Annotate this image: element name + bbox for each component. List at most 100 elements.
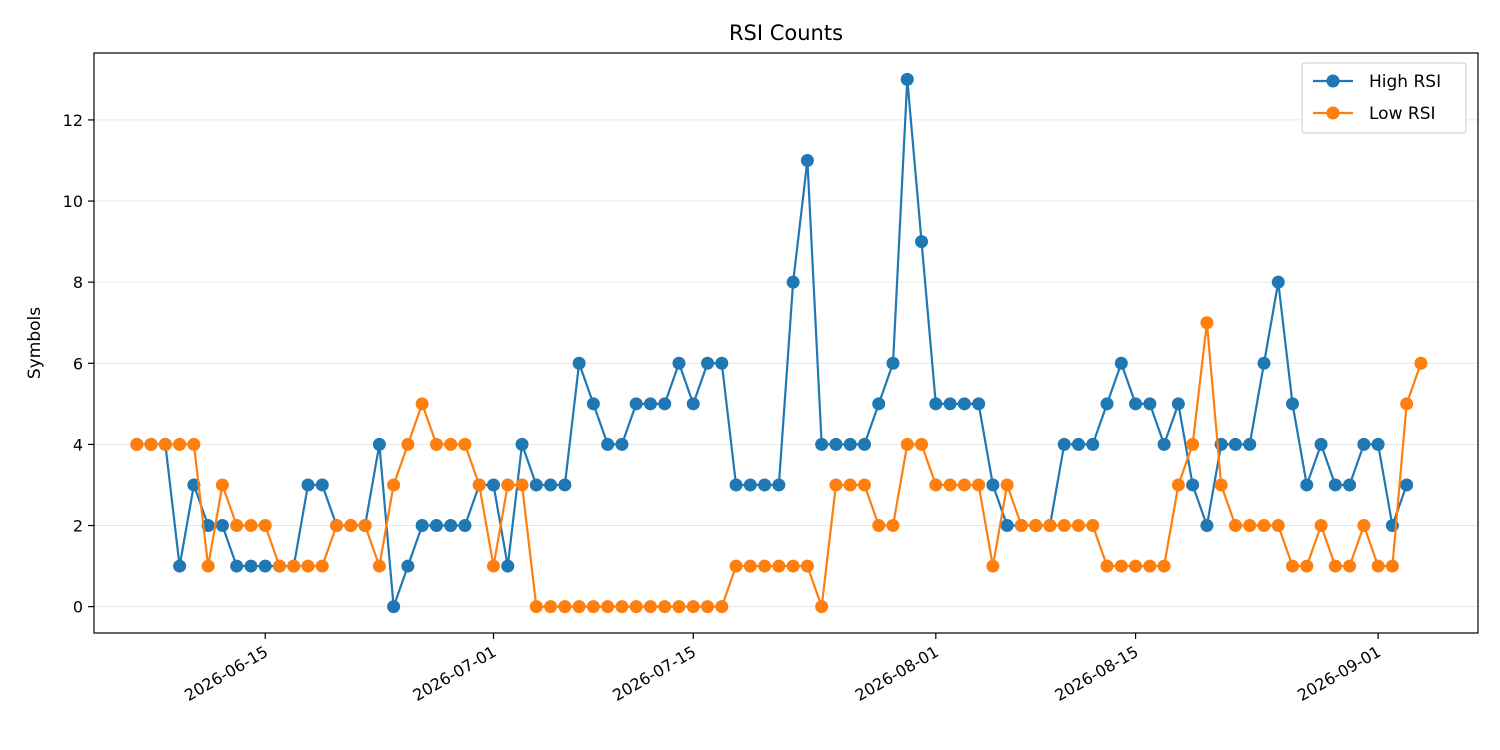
low-rsi-point (144, 437, 158, 451)
high-rsi-point (1157, 437, 1171, 451)
low-rsi-point (772, 559, 786, 573)
high-rsi-point (529, 478, 543, 492)
high-rsi-point (201, 519, 215, 533)
low-rsi-point (330, 519, 344, 533)
low-rsi-point (815, 600, 829, 614)
legend-low-rsi-marker (1326, 106, 1340, 120)
low-rsi-point (1314, 519, 1328, 533)
low-rsi-point (215, 478, 229, 492)
high-rsi-point (215, 519, 229, 533)
low-rsi-point (401, 437, 415, 451)
y-tick-label: 6 (73, 354, 83, 373)
high-rsi-point (1100, 397, 1114, 411)
high-rsi-point (558, 478, 572, 492)
high-rsi-point (686, 397, 700, 411)
high-rsi-point (1371, 437, 1385, 451)
low-rsi-point (1029, 519, 1043, 533)
low-rsi-point (387, 478, 401, 492)
low-rsi-point (272, 559, 286, 573)
high-rsi-point (715, 356, 729, 370)
low-rsi-point (372, 559, 386, 573)
low-rsi-point (1114, 559, 1128, 573)
low-rsi-point (187, 437, 201, 451)
y-tick-label: 2 (73, 517, 83, 536)
high-rsi-point (1400, 478, 1414, 492)
low-rsi-point (258, 519, 272, 533)
low-rsi-point (1328, 559, 1342, 573)
high-rsi-point (986, 478, 1000, 492)
high-rsi-point (458, 519, 472, 533)
low-rsi-point (1057, 519, 1071, 533)
low-rsi-point (843, 478, 857, 492)
high-rsi-point (729, 478, 743, 492)
low-rsi-point (344, 519, 358, 533)
high-rsi-point (244, 559, 258, 573)
low-rsi-point (729, 559, 743, 573)
high-rsi-point (258, 559, 272, 573)
low-rsi-point (572, 600, 586, 614)
low-rsi-point (1086, 519, 1100, 533)
high-rsi-point (1243, 437, 1257, 451)
low-rsi-point (544, 600, 558, 614)
high-rsi-point (444, 519, 458, 533)
series-layer (130, 72, 1428, 614)
high-rsi-point (544, 478, 558, 492)
high-rsi-point (1286, 397, 1300, 411)
y-tick-label: 8 (73, 273, 83, 292)
legend: High RSI Low RSI (1301, 62, 1467, 134)
y-tick-label: 12 (63, 111, 83, 130)
plot-frame (93, 52, 1479, 634)
low-rsi-point (743, 559, 757, 573)
low-rsi-point (472, 478, 486, 492)
low-rsi-point (429, 437, 443, 451)
high-rsi-point (886, 356, 900, 370)
high-rsi-point (1143, 397, 1157, 411)
low-rsi-point (915, 437, 929, 451)
high-rsi-point (758, 478, 772, 492)
low-rsi-point (857, 478, 871, 492)
high-rsi-point (1300, 478, 1314, 492)
high-rsi-point (672, 356, 686, 370)
low-rsi-point (1371, 559, 1385, 573)
low-rsi-point (800, 559, 814, 573)
low-rsi-point (886, 519, 900, 533)
low-rsi-point (1243, 519, 1257, 533)
low-rsi-point (130, 437, 144, 451)
high-rsi-point (1328, 478, 1342, 492)
high-rsi-point (487, 478, 501, 492)
low-rsi-point (829, 478, 843, 492)
high-rsi-point (1228, 437, 1242, 451)
low-rsi-point (1257, 519, 1271, 533)
high-rsi-point (1343, 478, 1357, 492)
high-rsi-point (872, 397, 886, 411)
y-tick-label: 0 (73, 598, 83, 617)
high-rsi-point (943, 397, 957, 411)
high-rsi-point (401, 559, 415, 573)
high-rsi-point (615, 437, 629, 451)
low-rsi-point (1300, 559, 1314, 573)
low-rsi-point (1171, 478, 1185, 492)
high-rsi-point (843, 437, 857, 451)
low-rsi-point (558, 600, 572, 614)
low-rsi-point (1400, 397, 1414, 411)
high-rsi-point (957, 397, 971, 411)
low-rsi-point (972, 478, 986, 492)
high-rsi-point (658, 397, 672, 411)
high-rsi-point (601, 437, 615, 451)
low-rsi-point (1100, 559, 1114, 573)
low-rsi-point (173, 437, 187, 451)
low-rsi-point (1157, 559, 1171, 573)
low-rsi-point (1014, 519, 1028, 533)
low-rsi-point (1271, 519, 1285, 533)
low-rsi-point (315, 559, 329, 573)
low-rsi-point (1286, 559, 1300, 573)
y-tick-label: 10 (63, 192, 83, 211)
low-rsi-point (1186, 437, 1200, 451)
low-rsi-point (529, 600, 543, 614)
high-rsi-point (230, 559, 244, 573)
low-rsi-point (658, 600, 672, 614)
low-rsi-point (586, 600, 600, 614)
low-rsi-point (1043, 519, 1057, 533)
